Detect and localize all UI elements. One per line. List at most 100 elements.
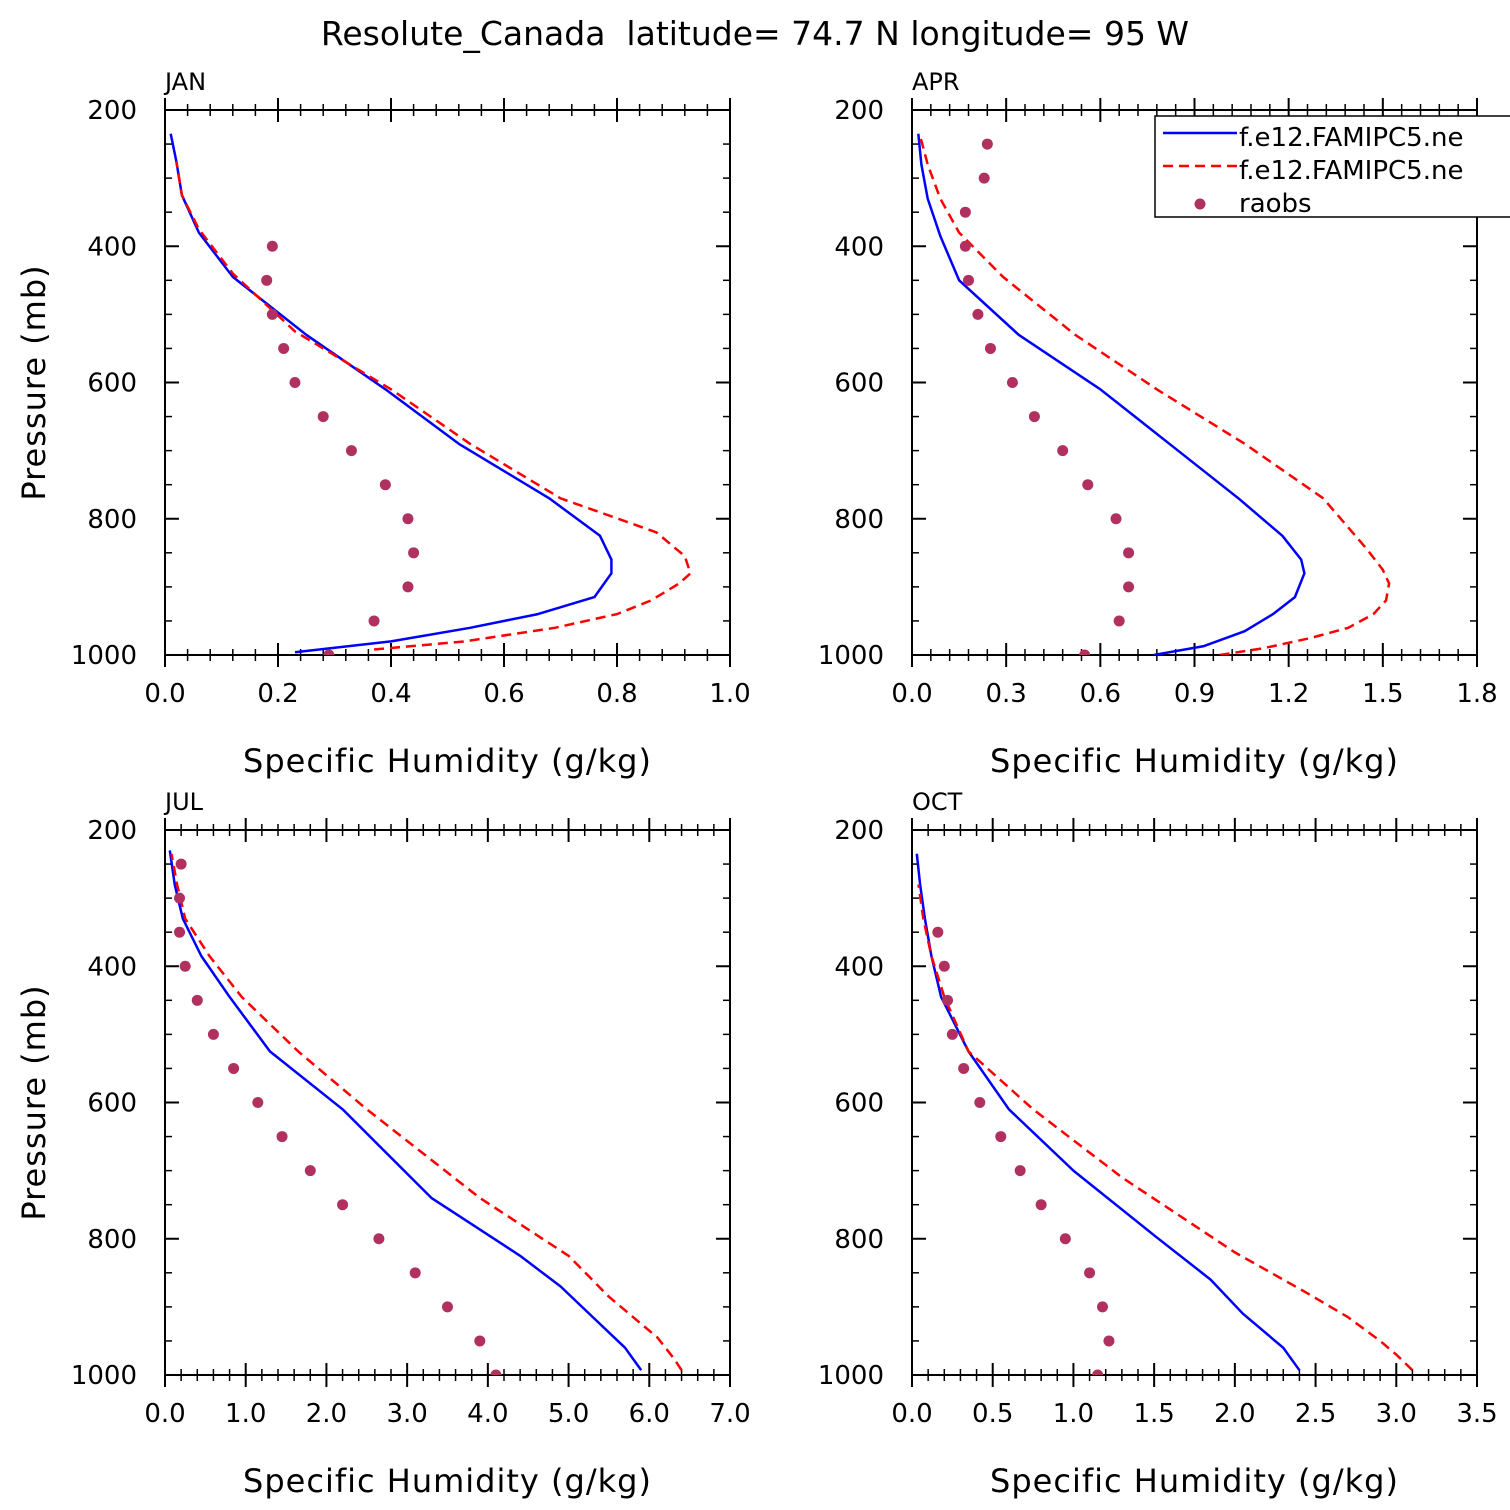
x-tick-label: 1.5 xyxy=(1362,679,1403,709)
raobs-point xyxy=(1123,581,1135,593)
raobs-point xyxy=(276,1131,288,1143)
raobs-point xyxy=(474,1335,486,1347)
x-tick-label: 0.6 xyxy=(1080,679,1121,709)
raobs-point xyxy=(179,960,191,972)
raobs-point xyxy=(207,1028,219,1040)
data-layer xyxy=(169,133,692,655)
panel-title: JUL xyxy=(163,788,204,816)
raobs-point xyxy=(409,1267,421,1279)
y-tick-label: 600 xyxy=(87,369,137,399)
x-tick-label: 1.8 xyxy=(1456,679,1497,709)
raobs-point xyxy=(317,411,329,423)
x-tick-label: 3.0 xyxy=(1376,1399,1417,1429)
raobs-point xyxy=(191,994,203,1006)
raobs-point xyxy=(1103,1335,1115,1347)
series-line-solid xyxy=(915,853,1301,1371)
raobs-point xyxy=(402,513,414,525)
panel-title: APR xyxy=(912,68,960,96)
x-tick-label: 7.0 xyxy=(709,1399,750,1429)
x-tick-label: 3.5 xyxy=(1456,1399,1497,1429)
y-tick-label: 200 xyxy=(834,816,884,846)
raobs-point xyxy=(1059,1233,1071,1245)
raobs-point xyxy=(402,581,414,593)
raobs-point xyxy=(959,206,971,218)
raobs-point xyxy=(1082,479,1094,491)
raobs-point xyxy=(1096,1301,1108,1313)
y-tick-label: 800 xyxy=(834,1225,884,1255)
y-tick-label: 1000 xyxy=(71,1361,137,1391)
raobs-point xyxy=(1006,377,1018,388)
y-tick-label: 200 xyxy=(87,96,137,126)
raobs-point xyxy=(995,1131,1007,1143)
data-layer xyxy=(168,850,683,1375)
x-tick-label: 0.0 xyxy=(144,1399,185,1429)
raobs-point xyxy=(1113,615,1125,627)
raobs-point xyxy=(932,926,944,938)
raobs-point xyxy=(175,858,187,870)
series-line-dashed xyxy=(175,160,692,651)
y-tick-label: 600 xyxy=(834,369,884,399)
raobs-point xyxy=(252,1097,264,1108)
raobs-point xyxy=(379,479,391,491)
y-tick-label: 800 xyxy=(87,505,137,535)
raobs-point xyxy=(490,1369,502,1375)
raobs-point xyxy=(978,172,990,184)
x-tick-label: 0.0 xyxy=(891,1399,932,1429)
raobs-point xyxy=(304,1165,316,1177)
y-tick-label: 800 xyxy=(87,1225,137,1255)
raobs-point xyxy=(938,960,950,972)
legend-label: f.e12.FAMIPC5.ne xyxy=(1239,156,1463,186)
legend-marker-dot xyxy=(1194,198,1206,210)
data-layer xyxy=(917,133,1391,655)
y-tick-label: 400 xyxy=(87,232,137,262)
panel-title: OCT xyxy=(912,788,963,816)
y-tick-label: 400 xyxy=(834,232,884,262)
x-tick-label: 1.0 xyxy=(709,679,750,709)
raobs-point xyxy=(1035,1199,1047,1211)
x-tick-label: 0.2 xyxy=(257,679,298,709)
y-tick-label: 600 xyxy=(834,1089,884,1119)
raobs-point xyxy=(1123,547,1135,559)
raobs-point xyxy=(958,1062,970,1074)
raobs-point xyxy=(1092,1369,1104,1375)
x-axis-label: Specific Humidity (g/kg) xyxy=(990,1462,1399,1500)
series-line-dashed xyxy=(917,133,1391,655)
x-tick-label: 0.8 xyxy=(596,679,637,709)
raobs-point xyxy=(323,649,335,655)
legend-label: raobs xyxy=(1239,189,1312,219)
y-tick-label: 800 xyxy=(834,505,884,535)
raobs-point xyxy=(228,1062,240,1074)
raobs-point xyxy=(408,547,420,559)
y-tick-label: 200 xyxy=(87,816,137,846)
x-tick-label: 0.0 xyxy=(144,679,185,709)
raobs-point xyxy=(373,1233,385,1245)
series-line-solid xyxy=(917,133,1306,655)
raobs-point xyxy=(1079,649,1091,655)
y-axis-label: Pressure (mb) xyxy=(15,264,53,500)
panel-title: JAN xyxy=(163,68,206,96)
x-tick-label: 6.0 xyxy=(629,1399,670,1429)
raobs-point xyxy=(981,138,993,150)
x-tick-label: 4.0 xyxy=(467,1399,508,1429)
y-tick-label: 400 xyxy=(834,952,884,982)
x-axis-label: Specific Humidity (g/kg) xyxy=(990,742,1399,780)
raobs-point xyxy=(266,308,278,320)
raobs-point xyxy=(442,1301,453,1313)
raobs-point xyxy=(1057,445,1069,457)
x-tick-label: 1.5 xyxy=(1133,1399,1174,1429)
x-tick-label: 2.0 xyxy=(1214,1399,1255,1429)
raobs-point xyxy=(1084,1267,1096,1279)
raobs-point xyxy=(1110,513,1122,525)
raobs-point xyxy=(337,1199,349,1211)
raobs-point xyxy=(1028,411,1040,423)
x-tick-label: 0.9 xyxy=(1174,679,1215,709)
raobs-point xyxy=(972,308,984,320)
x-tick-label: 0.0 xyxy=(891,679,932,709)
x-tick-label: 2.0 xyxy=(306,1399,347,1429)
x-tick-label: 0.3 xyxy=(985,679,1026,709)
